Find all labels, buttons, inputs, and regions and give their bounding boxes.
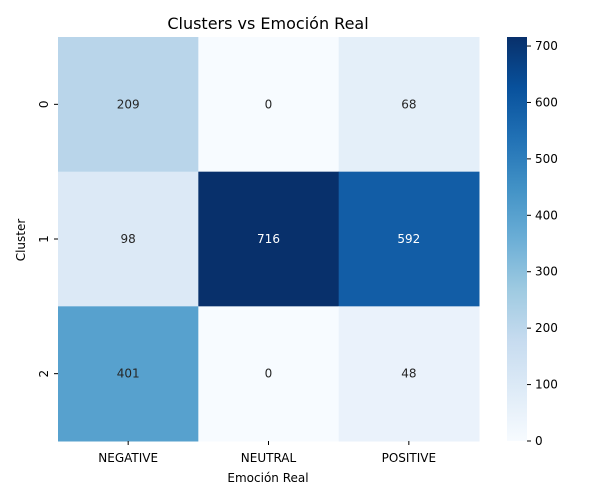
- colorbar-tick-label: 700: [535, 39, 558, 53]
- heatmap-cell: [58, 37, 199, 173]
- y-tick-label: 0: [37, 101, 51, 109]
- y-axis-label: Cluster: [14, 219, 28, 262]
- heatmap-cell-value: 716: [257, 232, 280, 246]
- colorbar-tick-label: 400: [535, 208, 558, 222]
- colorbar-tick-label: 100: [535, 378, 558, 392]
- y-tick-label: 1: [37, 235, 51, 243]
- x-axis-label: Emoción Real: [227, 471, 308, 485]
- heatmap-cell-value: 98: [121, 232, 136, 246]
- heatmap-cell-value: 68: [401, 97, 416, 111]
- colorbar-tick-label: 500: [535, 152, 558, 166]
- heatmap-cell: [58, 171, 199, 307]
- x-tick-label: POSITIVE: [382, 451, 437, 465]
- heatmap-cell: [58, 306, 199, 442]
- colorbar-tick-label: 200: [535, 321, 558, 335]
- heatmap-cell-value: 401: [117, 367, 140, 381]
- heatmap-cell: [338, 37, 480, 173]
- heatmap-cells: 209 0 68 98 716 592 401 0 48: [58, 37, 480, 442]
- heatmap-cell: [198, 37, 340, 173]
- heatmap-cell-value: 48: [401, 367, 416, 381]
- heatmap-cell: [198, 306, 340, 442]
- colorbar-tick-label: 600: [535, 95, 558, 109]
- colorbar-ticks: 0 100 200 300 400 500 600 700: [527, 39, 558, 448]
- x-tick-label: NEUTRAL: [241, 451, 297, 465]
- colorbar-tick-label: 0: [535, 434, 543, 448]
- heatmap-cell-value: 0: [265, 367, 273, 381]
- heatmap-cell: [338, 171, 480, 307]
- x-tick-label: NEGATIVE: [98, 451, 158, 465]
- heatmap-cell: [338, 306, 480, 442]
- heatmap-cell-value: 592: [397, 232, 420, 246]
- colorbar: [507, 37, 527, 441]
- heatmap-cell: [198, 171, 340, 307]
- heatmap-cell-value: 209: [117, 97, 140, 111]
- x-axis-ticks: NEGATIVE NEUTRAL POSITIVE: [98, 441, 436, 465]
- colorbar-tick-label: 300: [535, 265, 558, 279]
- chart-title: Clusters vs Emoción Real: [167, 14, 368, 33]
- y-tick-label: 2: [37, 370, 51, 378]
- y-axis-ticks: 0 1 2: [37, 101, 58, 378]
- heatmap-cell-value: 0: [265, 97, 273, 111]
